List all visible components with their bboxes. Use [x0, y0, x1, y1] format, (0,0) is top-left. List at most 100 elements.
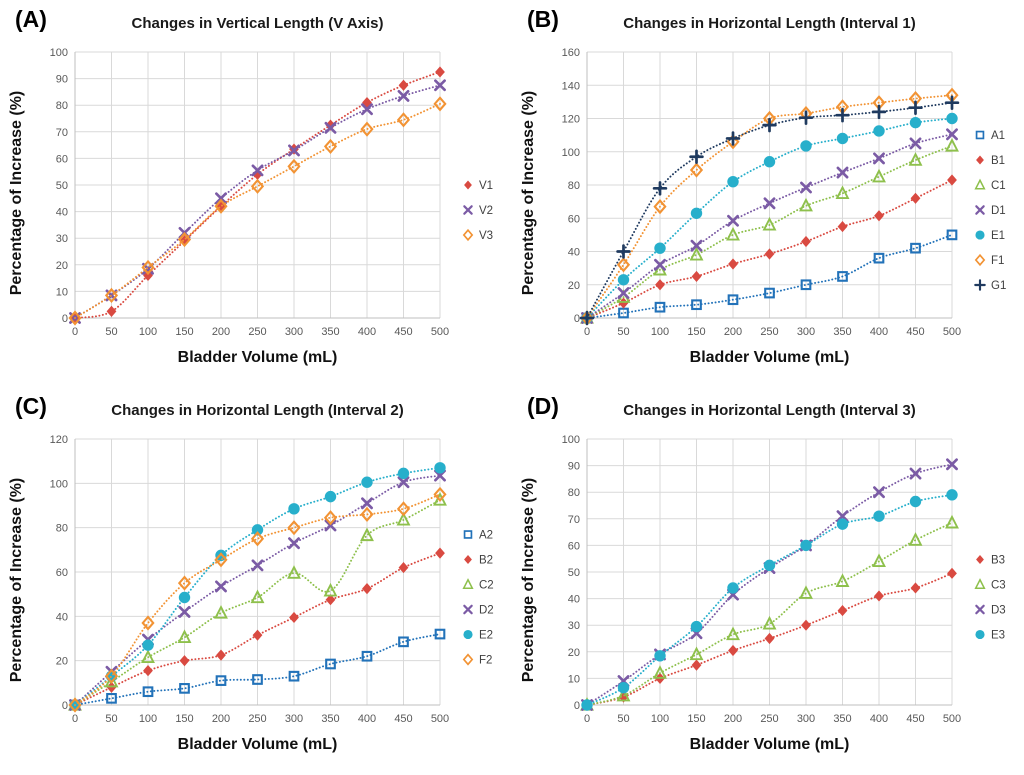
open-triangle-marker [250, 589, 265, 604]
x-tick-label: 150 [175, 713, 193, 725]
x-marker [463, 604, 473, 615]
open-diamond-marker [250, 531, 265, 547]
x-marker [836, 510, 849, 523]
x-marker [215, 580, 227, 593]
plus-marker [871, 104, 887, 120]
open-triangle-marker [726, 626, 740, 641]
x-marker [975, 604, 985, 615]
legend: B3 C3 D3 E3 [974, 555, 1006, 642]
series-A1 [581, 229, 958, 324]
x-tick-label: 200 [212, 713, 230, 725]
y-tick-label: 20 [56, 656, 68, 668]
legend-label-C1: C1 [991, 180, 1006, 192]
open-diamond-marker [287, 520, 301, 536]
legend-label-V2: V2 [479, 205, 493, 217]
diamond-marker [910, 582, 921, 594]
panel-d-letter: (D) [527, 393, 559, 419]
open-square-marker [463, 530, 473, 539]
diamond-marker [216, 649, 226, 661]
series-G1 [579, 95, 960, 326]
legend-label-B2: B2 [479, 555, 493, 567]
y-tick-label: 60 [56, 567, 68, 579]
open-triangle-marker [360, 527, 374, 542]
open-diamond-marker [250, 178, 265, 194]
y-axis-title: Percentage of Increase (%) [8, 478, 25, 683]
diamond-marker [874, 590, 884, 602]
x-marker [873, 152, 885, 165]
y-tick-label: 40 [568, 594, 580, 606]
x-marker [690, 239, 703, 252]
y-tick-label: 100 [50, 47, 68, 59]
open-square-marker [873, 252, 885, 264]
open-triangle-marker [287, 565, 301, 579]
x-tick-label: 150 [687, 713, 705, 725]
open-square-marker [910, 242, 921, 254]
open-diamond-marker [323, 138, 338, 155]
open-diamond-marker [323, 510, 338, 526]
x-tick-label: 400 [358, 326, 376, 338]
open-diamond-marker [104, 668, 119, 684]
circle-marker [617, 682, 630, 694]
x-tick-label: 300 [285, 326, 303, 338]
panel-a: (A) Changes in Vertical Length (V Axis) … [0, 0, 512, 387]
x-tick-label: 300 [285, 713, 303, 725]
y-tick-label: 160 [562, 47, 580, 59]
x-tick-label: 350 [833, 713, 851, 725]
trend-line-A1 [586, 233, 953, 319]
open-diamond-marker [360, 121, 374, 137]
circle-marker [690, 620, 703, 633]
circle-marker [946, 112, 958, 125]
y-tick-label: 10 [568, 673, 580, 685]
y-tick-label: 40 [56, 611, 68, 623]
legend-label-C2: C2 [479, 580, 494, 592]
circle-marker [727, 175, 739, 188]
y-axis-title: Percentage of Increase (%) [520, 91, 537, 296]
legend-item-A2: A2 [463, 530, 493, 542]
y-tick-label: 120 [562, 114, 580, 126]
y-axis-title: Percentage of Increase (%) [520, 478, 537, 683]
x-marker [836, 166, 849, 179]
circle-marker [727, 582, 739, 594]
open-square-marker [215, 675, 227, 686]
legend-label-E2: E2 [479, 630, 493, 642]
diamond-marker [976, 555, 984, 564]
diamond-marker [801, 619, 811, 631]
x-marker [288, 537, 300, 550]
diamond-marker [179, 655, 190, 667]
x-tick-label: 300 [797, 326, 815, 338]
open-triangle-marker [799, 197, 813, 212]
panel-d-title: Changes in Horizontal Length (Interval 3… [623, 402, 916, 419]
legend-label-B1: B1 [991, 155, 1005, 167]
series-A2 [69, 628, 446, 711]
plus-marker [835, 107, 850, 123]
x-tick-label: 200 [212, 326, 230, 338]
diamond-marker [289, 611, 299, 624]
plus-marker [762, 117, 777, 133]
open-square-marker [975, 130, 985, 140]
open-square-marker [618, 307, 629, 319]
trend-line-C2 [74, 499, 441, 706]
open-diamond-marker [177, 231, 192, 248]
x-marker [909, 467, 922, 480]
open-diamond-marker [974, 253, 986, 267]
x-tick-label: 450 [394, 713, 412, 725]
open-square-marker [325, 658, 336, 670]
legend-item-C1: C1 [974, 178, 1006, 192]
panel-c-chart: 0 20 40 60 80 100 120 0 50 100 150 200 250 300 350 400 4… [8, 434, 494, 753]
circle-marker [946, 489, 958, 501]
x-tick-label: 100 [139, 326, 157, 338]
legend-item-V2: V2 [463, 205, 493, 217]
x-axis-title: Bladder Volume (mL) [690, 736, 850, 753]
x-tick-label: 100 [651, 326, 669, 338]
diamond-marker [106, 305, 117, 317]
plus-marker [689, 149, 704, 164]
legend-label-D3: D3 [991, 605, 1006, 617]
x-tick-label: 350 [321, 713, 339, 725]
y-tick-label: 70 [568, 514, 580, 526]
circle-marker [324, 490, 337, 503]
open-triangle-marker [462, 578, 474, 590]
x-marker [434, 79, 446, 92]
x-tick-label: 450 [394, 326, 412, 338]
circle-marker [654, 650, 666, 662]
y-tick-label: 20 [56, 260, 68, 272]
